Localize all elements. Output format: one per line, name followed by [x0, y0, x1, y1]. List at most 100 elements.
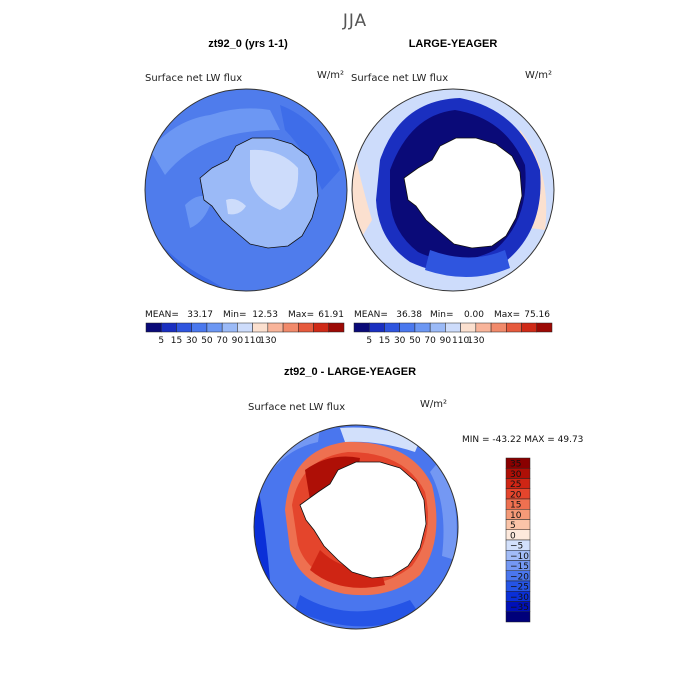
continent [299, 461, 427, 579]
variable-label-left: Surface net LW flux [145, 73, 242, 84]
colorbar-tick-label: −10 [510, 552, 529, 562]
stats-right: MEAN= 36.38 Min= 0.00 Max= 75.16 [354, 310, 550, 320]
colorbar-swatch [368, 322, 385, 333]
colorbar-swatch [191, 322, 208, 333]
colorbar-swatch [414, 322, 431, 333]
colorbar-tick-label: −15 [510, 562, 529, 572]
panel-title-left: zt92_0 (yrs 1-1) [208, 38, 288, 50]
colorbar-tick-label: 10 [510, 511, 522, 521]
colorbar-swatch [221, 322, 238, 333]
colorbar-tick-label: 110 [244, 336, 261, 346]
stat-min-value: 12.53 [252, 310, 278, 320]
colorbar-tick-label: 30 [186, 336, 198, 346]
map-bottom [253, 424, 459, 630]
colorbar-tick-label: 90 [440, 336, 452, 346]
stat-max-label: Max= [494, 310, 520, 320]
colorbar-tick-label: 30 [394, 336, 406, 346]
colorbar-swatch [145, 322, 162, 333]
stat-max-value: 75.16 [524, 310, 550, 320]
variable-label-bottom: Surface net LW flux [248, 402, 345, 413]
field-patch [258, 210, 290, 234]
colorbar-swatch [282, 322, 299, 333]
stat-min-value: 0.00 [464, 310, 484, 320]
colorbar-tick-label: −35 [510, 603, 529, 613]
field-patch [150, 108, 280, 175]
colorbar-tick-label: 50 [201, 336, 213, 346]
colorbar-tick-label: 20 [510, 490, 522, 500]
colorbar-swatch [328, 322, 345, 333]
stat-mean-label: MEAN= [354, 310, 388, 320]
colorbar-swatch [506, 322, 522, 333]
map-border [144, 88, 348, 292]
field-patch [295, 595, 420, 627]
colorbar-swatch [237, 322, 253, 333]
stat-mean-value: 33.17 [187, 310, 213, 320]
map-border [351, 88, 555, 292]
colorbar-swatch [536, 322, 553, 333]
colorbar-swatch [176, 322, 192, 333]
units-label-right: W/m² [525, 70, 552, 81]
stat-min-label: Min= [430, 310, 454, 320]
colorbar-tick-label: 70 [424, 336, 436, 346]
colorbar-swatch [505, 611, 531, 623]
panel-title-bottom: zt92_0 - LARGE-YEAGER [284, 366, 416, 378]
colorbar-swatch [490, 322, 507, 333]
colorbar-tick-label: 130 [467, 336, 484, 346]
colorbar-tick-label: 0 [510, 531, 516, 541]
colorbar-tick-label: −5 [510, 542, 523, 552]
stat-max-label: Max= [288, 310, 314, 320]
colorbar-tick-label: 50 [409, 336, 421, 346]
colorbar-tick-label: 70 [216, 336, 228, 346]
colorbar-swatch [267, 322, 284, 333]
colorbar-swatch [399, 322, 416, 333]
colorbar-swatch [460, 322, 477, 333]
colorbar-tick-label: 5 [510, 521, 516, 531]
continent [403, 137, 523, 249]
units-label-bottom: W/m² [420, 399, 447, 410]
stat-min-label: Min= [223, 310, 247, 320]
colorbar-tick-label: 30 [510, 470, 522, 480]
colorbar-tick-label: 110 [452, 336, 469, 346]
colorbar-tick-label: −20 [510, 572, 529, 582]
colorbar-swatch [298, 322, 314, 333]
colorbar-tick-label: 90 [232, 336, 244, 346]
colorbar-tick-label: 25 [510, 480, 521, 490]
colorbar-tick-label: 5 [158, 336, 164, 346]
minmax-label: MIN = -43.22 MAX = 49.73 [462, 435, 583, 445]
map-right [351, 88, 555, 292]
field-patch [310, 550, 385, 588]
colorbar-swatch [160, 322, 177, 333]
stats-left: MEAN= 33.17 Min= 12.53 Max= 61.91 [145, 310, 344, 320]
colorbar-swatch [445, 322, 461, 333]
map-left [144, 88, 348, 292]
field-patch [250, 149, 299, 210]
panel-title-right: LARGE-YEAGER [409, 38, 498, 50]
field-patch [425, 250, 510, 278]
colorbar-tick-label: −25 [510, 583, 529, 593]
colorbar-swatch [313, 322, 330, 333]
colorbar-tick-label: 15 [171, 336, 182, 346]
colorbar-swatch [252, 322, 269, 333]
colorbar-tick-label: 15 [379, 336, 390, 346]
stat-mean-label: MEAN= [145, 310, 179, 320]
map-border [253, 424, 459, 630]
stat-mean-value: 36.38 [396, 310, 422, 320]
colorbar-swatch [384, 322, 400, 333]
colorbar-tick-label: 5 [366, 336, 372, 346]
colorbar-swatch [353, 322, 370, 333]
units-label-left: W/m² [317, 70, 344, 81]
variable-label-right: Surface net LW flux [351, 73, 448, 84]
colorbar-tick-label: −30 [510, 593, 529, 603]
stat-max-value: 61.91 [318, 310, 344, 320]
colorbar-tick-label: 35 [510, 460, 521, 470]
colorbar-tick-label: 130 [259, 336, 276, 346]
field-patch [280, 105, 340, 190]
colorbar-swatch [521, 322, 538, 333]
colorbar-swatch [475, 322, 492, 333]
field-patch [185, 196, 212, 228]
field-patch [226, 198, 246, 215]
